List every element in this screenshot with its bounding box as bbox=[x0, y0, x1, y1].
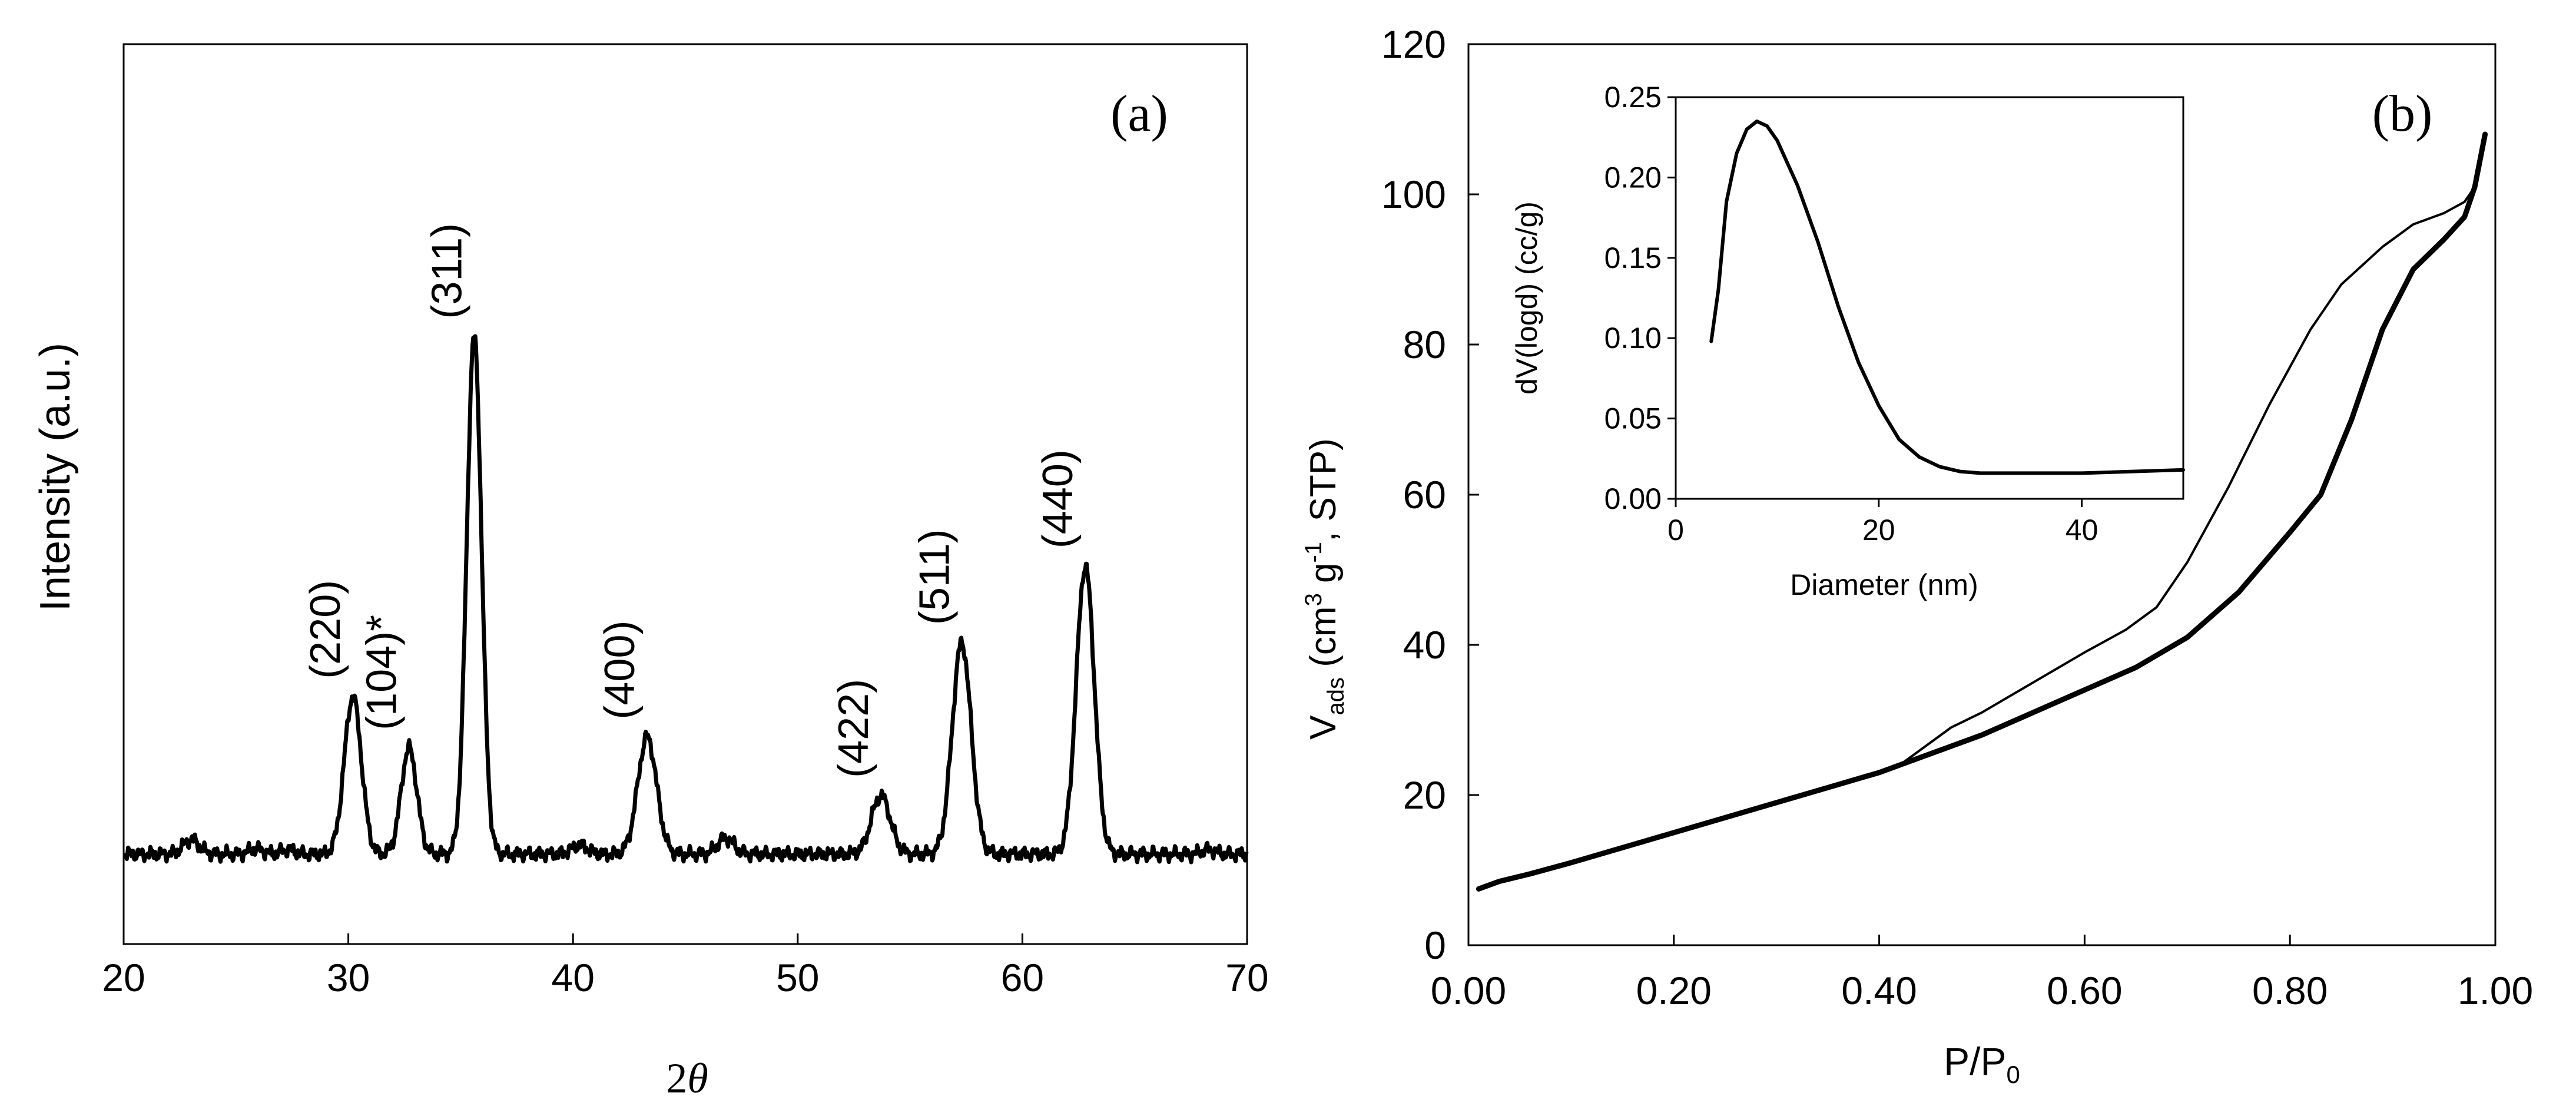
panel-a-peak-labels: (220) (104)* (311) (400) (422) (511) (440) bbox=[302, 223, 1082, 778]
inset-y-tick-label: 0.00 bbox=[1604, 482, 1662, 515]
peak-label: (220) bbox=[302, 580, 349, 679]
panel-b-desorption-curve bbox=[1878, 133, 2487, 774]
inset-y-tick-label: 0.10 bbox=[1604, 322, 1662, 355]
panel-b-x-title-main: P/P bbox=[1944, 1039, 2006, 1083]
inset-y-tick-label: 0.15 bbox=[1604, 241, 1662, 274]
panel-b-y-tick-label: 20 bbox=[1403, 773, 1446, 817]
panel-b-x-tick-label: 0.40 bbox=[1841, 969, 1917, 1012]
panel-a-x-tick-label: 40 bbox=[551, 956, 594, 999]
peak-label: (311) bbox=[423, 223, 470, 319]
panel-a-x-tick-label: 20 bbox=[102, 956, 145, 999]
peak-label: (104)* bbox=[359, 615, 406, 730]
inset-ticks: 0 20 40 0.00 0.05 0.10 0.15 0.20 0.25 bbox=[1604, 81, 2098, 547]
inset-y-tick-label: 0.20 bbox=[1604, 161, 1662, 194]
inset-plot-frame bbox=[1675, 96, 2184, 500]
panel-a-x-tick-label: 70 bbox=[1225, 956, 1268, 999]
peak-label: (511) bbox=[911, 529, 958, 625]
panel-a-x-axis-title: 2θ bbox=[666, 1055, 708, 1102]
panel-a-x-axis-title-theta: θ bbox=[687, 1055, 708, 1102]
panel-b-adsorption-curve bbox=[1476, 131, 2488, 892]
panel-b-y-tick-label: 60 bbox=[1403, 473, 1446, 516]
panel-b-x-tick-label: 0.60 bbox=[2047, 969, 2122, 1012]
inset-pore-size-curve bbox=[1709, 119, 2185, 475]
inset-x-tick-label: 20 bbox=[1862, 514, 1895, 547]
panel-b-x-axis-title: P/P0 bbox=[1944, 1039, 2020, 1088]
panel-b-y-title-g: g bbox=[1303, 562, 1344, 593]
panel-a-y-axis-title: Intensity (a.u.) bbox=[32, 343, 79, 611]
inset-y-axis-title: dV(logd) (cc/g) bbox=[1510, 201, 1543, 395]
panel-b-y-tick-label: 40 bbox=[1403, 623, 1446, 667]
panel-a-plot-frame bbox=[122, 43, 1248, 945]
panel-a-x-tick-label: 60 bbox=[1001, 956, 1044, 999]
panel-b-y-title-close: , STP) bbox=[1303, 438, 1344, 542]
panel-b-y-axis-title: Vads (cm3 g-1, STP) bbox=[1301, 438, 1349, 740]
panel-a: 20 30 40 50 60 70 (220) (104)*(311)(400)(422)(… bbox=[32, 43, 1269, 1102]
panel-b-y-tick-label: 100 bbox=[1381, 173, 1446, 216]
panel-a-x-axis-title-base: 2 bbox=[666, 1055, 687, 1102]
panel-b-ticks: 0.00 0.20 0.40 0.60 0.80 1.00 0 20 40 60 80 100 120 bbox=[1381, 22, 2533, 1012]
inset-x-tick-label: 0 bbox=[1667, 514, 1684, 547]
peak-label: (400) bbox=[596, 621, 644, 720]
inset-y-tick-label: 0.05 bbox=[1604, 402, 1662, 435]
panel-b-y-title-ads: ads bbox=[1323, 677, 1349, 716]
peak-label: (422) bbox=[830, 679, 877, 778]
panel-a-x-tick-label: 50 bbox=[776, 956, 819, 999]
panel-b-y-tick-label: 80 bbox=[1403, 323, 1446, 366]
panel-b-y-tick-label: 120 bbox=[1381, 22, 1446, 66]
panel-b-y-title-exp3: 3 bbox=[1301, 593, 1327, 606]
panel-b-y-tick-label: 0 bbox=[1424, 923, 1446, 967]
peak-label: (440) bbox=[1035, 449, 1082, 548]
panel-b-y-title-v: V bbox=[1303, 715, 1344, 740]
inset-x-axis-title: Diameter (nm) bbox=[1790, 568, 1978, 601]
panel-b: 0.00 0.20 0.40 0.60 0.80 1.00020406080100120 … bbox=[1301, 22, 2533, 1088]
panel-b-y-title-unit-open: (cm bbox=[1303, 606, 1344, 677]
panel-b-y-title-exp-neg1: -1 bbox=[1301, 542, 1327, 563]
panel-b-x-title-sub: 0 bbox=[2007, 1061, 2020, 1088]
panel-a-xrd-pattern bbox=[122, 334, 1249, 865]
panel-b-x-tick-label: 1.00 bbox=[2458, 969, 2533, 1012]
panel-a-x-tick-label: 30 bbox=[327, 956, 370, 999]
panel-a-label: (a) bbox=[1110, 85, 1168, 143]
panel-b-inset: 0 20 40 0.00 0.05 0.10 0.15 0.20 0.25 dV(logd) (… bbox=[1510, 81, 2185, 601]
panel-b-x-tick-label: 0.80 bbox=[2252, 969, 2328, 1012]
inset-x-tick-label: 40 bbox=[2066, 514, 2098, 547]
panel-b-x-tick-label: 0.00 bbox=[1431, 969, 1506, 1012]
panel-a-x-ticks: 20 30 40 50 60 70 bbox=[102, 933, 1269, 999]
panel-b-label: (b) bbox=[2372, 85, 2433, 143]
panel-b-x-tick-label: 0.20 bbox=[1636, 969, 1712, 1012]
inset-y-tick-label: 0.25 bbox=[1604, 81, 1662, 114]
